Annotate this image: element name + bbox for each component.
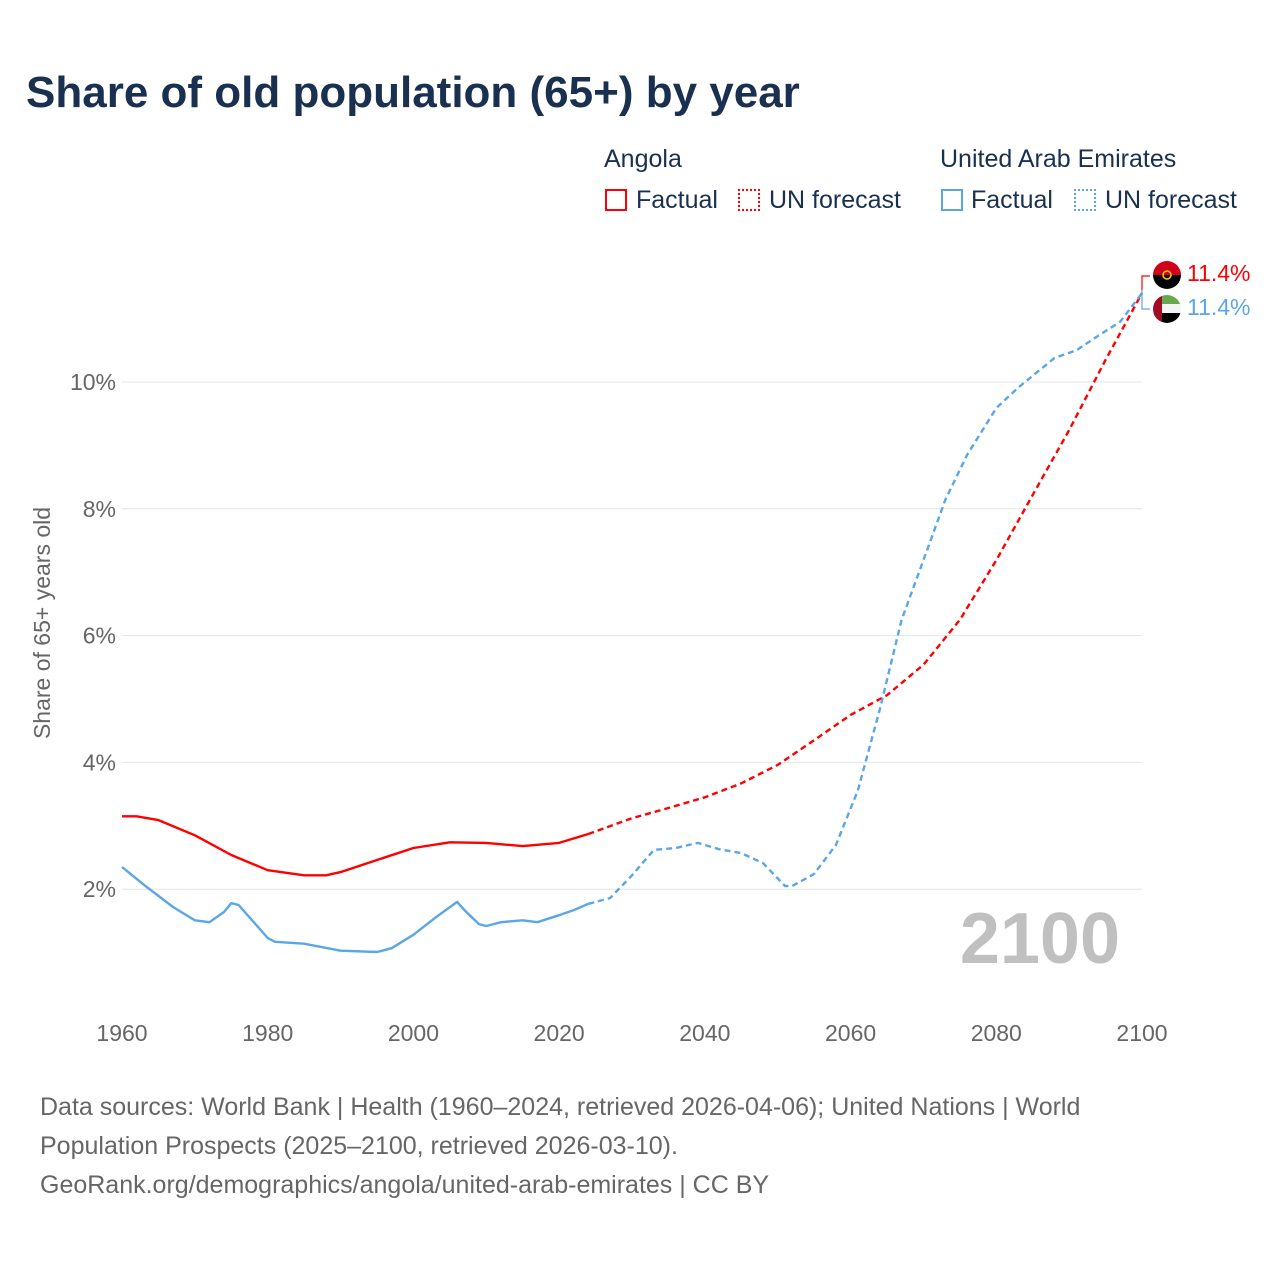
end-connector-uae [1141, 290, 1150, 310]
end-label-uae: 11.4% [1187, 294, 1251, 320]
legend-swatch-angola-factual [605, 189, 627, 211]
legend-label-uae-forecast[interactable]: UN forecast [1105, 186, 1237, 214]
series-line-angola-factual [122, 815, 589, 877]
chart-title: Share of old population (65+) by year [26, 68, 800, 117]
x-tick-label: 1960 [96, 1020, 147, 1046]
year-watermark: 2100 [960, 899, 1120, 979]
angola-flag-icon [1153, 261, 1181, 289]
x-tick-label: 2020 [534, 1020, 585, 1046]
legend-swatch-uae-factual [941, 189, 963, 211]
end-label-angola: 11.4% [1187, 260, 1251, 286]
x-tick-label: 2080 [971, 1020, 1022, 1046]
y-tick-label: 8% [83, 496, 116, 522]
source-line-2: GeoRank.org/demographics/angola/united-a… [40, 1171, 770, 1199]
legend-group-angola: Angola [604, 145, 682, 173]
x-tick-label: 2000 [388, 1020, 439, 1046]
y-tick-label: 4% [83, 749, 116, 775]
uae-flag-icon [1153, 295, 1181, 323]
legend-label-angola-factual[interactable]: Factual [636, 186, 718, 214]
x-tick-label: 2040 [679, 1020, 730, 1046]
legend-swatch-angola-forecast [738, 189, 760, 211]
y-tick-label: 2% [83, 876, 116, 902]
x-tick-label: 1980 [242, 1020, 293, 1046]
source-note: Data sources: World Bank | Health (1960–… [40, 1088, 1160, 1205]
y-tick-label: 10% [70, 369, 116, 395]
legend-label-angola-forecast[interactable]: UN forecast [769, 186, 901, 214]
legend-label-uae-factual[interactable]: Factual [971, 186, 1053, 214]
end-connector-angola [1141, 275, 1150, 290]
series-line-angola-un-forecast [587, 292, 1144, 836]
x-tick-label: 2060 [825, 1020, 876, 1046]
series-line-united-arab-emirates-un-forecast [587, 292, 1143, 905]
series-line-united-arab-emirates-factual [121, 866, 589, 954]
y-tick-label: 6% [83, 623, 116, 649]
source-line-1: Data sources: World Bank | Health (1960–… [40, 1093, 1081, 1160]
x-tick-label: 2100 [1116, 1020, 1167, 1046]
legend-swatch-uae-forecast [1074, 189, 1096, 211]
y-axis-label: Share of 65+ years old [29, 507, 55, 739]
legend-group-uae: United Arab Emirates [940, 145, 1177, 173]
